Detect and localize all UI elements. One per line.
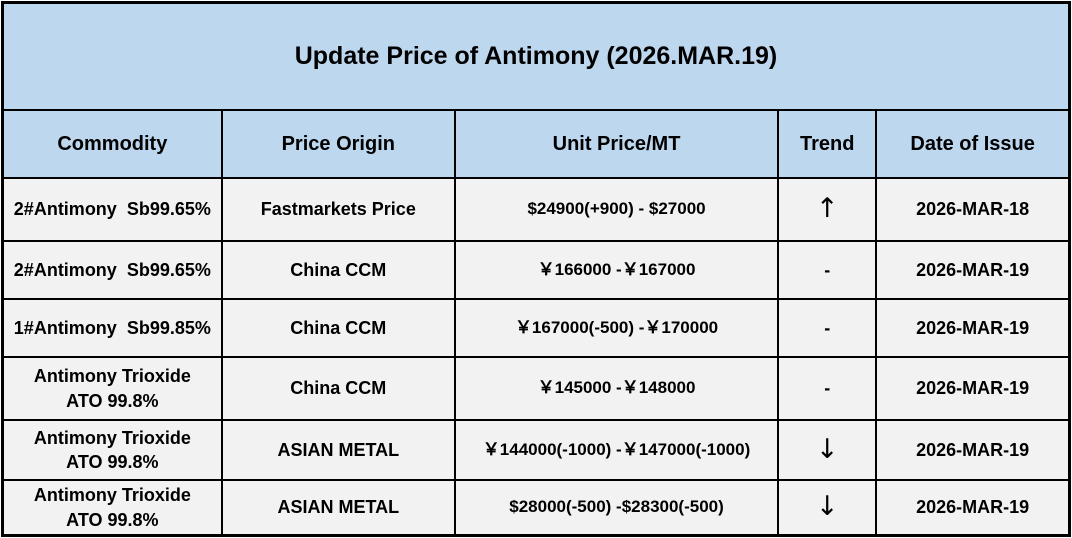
commodity-cell: 2#Antimony Sb99.65% xyxy=(1,239,223,301)
unit-price-cell: ￥145000 -￥148000 xyxy=(453,356,780,421)
column-header-commodity: Commodity xyxy=(1,109,223,180)
column-header-unit-price: Unit Price/MT xyxy=(453,109,780,180)
unit-price-cell: ￥144000(-1000) -￥147000(-1000) xyxy=(453,418,780,482)
price-origin-cell: Fastmarkets Price xyxy=(220,177,456,242)
price-origin-cell: ASIAN METAL xyxy=(220,479,456,537)
table-row: Antimony Trioxide ATO 99.8% ASIAN METAL … xyxy=(1,479,1071,537)
unit-price-cell: $24900(+900) - $27000 xyxy=(453,177,780,242)
table-row: 2#Antimony Sb99.65% Fastmarkets Price $2… xyxy=(1,177,1071,242)
trend-cell: ↑ xyxy=(777,177,878,242)
table-title: Update Price of Antimony (2026.MAR.19) xyxy=(1,1,1071,112)
up-arrow-icon: ↑ xyxy=(815,193,839,225)
column-header-trend: Trend xyxy=(777,109,878,180)
date-of-issue-cell: 2026-MAR-19 xyxy=(875,239,1071,301)
date-of-issue-cell: 2026-MAR-19 xyxy=(875,479,1071,537)
unit-price-cell: ￥166000 -￥167000 xyxy=(453,239,780,301)
trend-cell: - xyxy=(777,356,878,421)
date-of-issue-cell: 2026-MAR-19 xyxy=(875,298,1071,359)
column-header-date-of-issue: Date of Issue xyxy=(875,109,1071,180)
table-row: Antimony Trioxide ATO 99.8% ASIAN METAL … xyxy=(1,418,1071,482)
trend-cell: - xyxy=(777,239,878,301)
date-of-issue-cell: 2026-MAR-18 xyxy=(875,177,1071,242)
table-row: Antimony Trioxide ATO 99.8% China CCM ￥1… xyxy=(1,356,1071,421)
commodity-cell: Antimony Trioxide ATO 99.8% xyxy=(1,479,223,537)
table-row: 2#Antimony Sb99.65% China CCM ￥166000 -￥… xyxy=(1,239,1071,301)
date-of-issue-cell: 2026-MAR-19 xyxy=(875,356,1071,421)
commodity-cell: 2#Antimony Sb99.65% xyxy=(1,177,223,242)
unit-price-cell: ￥167000(-500) -￥170000 xyxy=(453,298,780,359)
unit-price-cell: $28000(-500) -$28300(-500) xyxy=(453,479,780,537)
column-header-price-origin: Price Origin xyxy=(220,109,456,180)
commodity-cell: 1#Antimony Sb99.85% xyxy=(1,298,223,359)
trend-cell: - xyxy=(777,298,878,359)
price-origin-cell: China CCM xyxy=(220,356,456,421)
commodity-cell: Antimony Trioxide ATO 99.8% xyxy=(1,418,223,482)
commodity-cell: Antimony Trioxide ATO 99.8% xyxy=(1,356,223,421)
date-of-issue-cell: 2026-MAR-19 xyxy=(875,418,1071,482)
price-origin-cell: China CCM xyxy=(220,298,456,359)
header-row: Commodity Price Origin Unit Price/MT Tre… xyxy=(1,109,1071,180)
trend-cell: ↓ xyxy=(777,418,878,482)
trend-cell: ↓ xyxy=(777,479,878,537)
down-arrow-icon: ↓ xyxy=(815,491,839,523)
price-origin-cell: China CCM xyxy=(220,239,456,301)
price-origin-cell: ASIAN METAL xyxy=(220,418,456,482)
table-row: 1#Antimony Sb99.85% China CCM ￥167000(-5… xyxy=(1,298,1071,359)
down-arrow-icon: ↓ xyxy=(815,433,839,465)
